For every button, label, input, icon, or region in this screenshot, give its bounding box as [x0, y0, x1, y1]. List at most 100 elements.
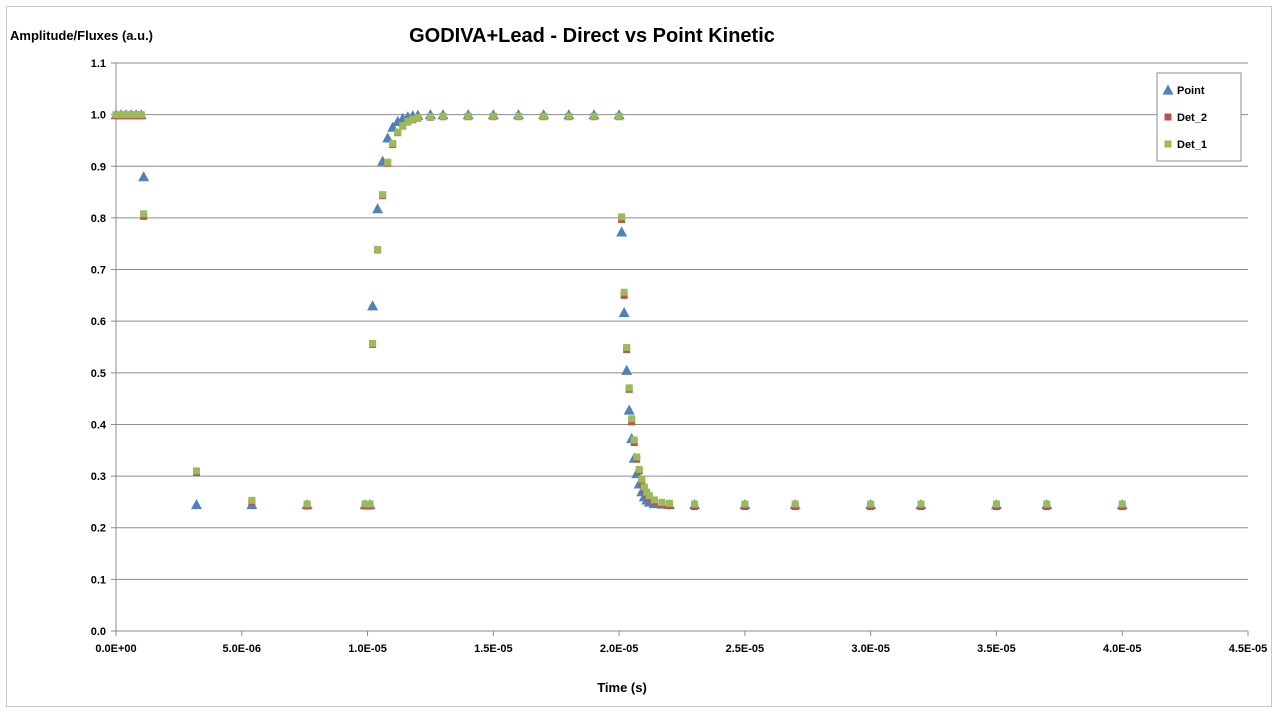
data-point: [658, 498, 666, 506]
y-tick-label: 0.5: [91, 368, 106, 380]
data-point: [132, 111, 140, 119]
data-point: [623, 344, 631, 352]
data-point: [741, 500, 749, 508]
x-tick-label: 4.5E-05: [1229, 643, 1268, 655]
data-point: [623, 404, 635, 415]
data-point: [409, 115, 417, 123]
data-point: [122, 111, 130, 119]
data-point: [867, 500, 875, 508]
x-tick-label: 5.0E-06: [223, 643, 262, 655]
x-tick-label: 3.0E-05: [851, 643, 890, 655]
data-point: [917, 500, 925, 508]
data-point: [643, 488, 651, 496]
data-point: [621, 364, 633, 375]
x-tick-label: 2.0E-05: [600, 643, 639, 655]
data-point: [464, 112, 472, 120]
data-point: [414, 114, 422, 122]
data-point: [645, 492, 653, 500]
y-tick-label: 0.0: [91, 626, 106, 638]
legend-marker: [1164, 113, 1172, 121]
data-point: [384, 158, 392, 166]
data-point: [1043, 500, 1051, 508]
data-point: [361, 500, 369, 508]
data-point: [791, 500, 799, 508]
x-tick-label: 1.0E-05: [348, 643, 387, 655]
data-point: [379, 191, 387, 199]
legend-label: Point: [1177, 85, 1205, 97]
gridlines: [116, 62, 1248, 580]
data-point: [691, 500, 699, 508]
legend-marker: [1162, 84, 1174, 95]
x-tick-label: 2.5E-05: [726, 643, 765, 655]
data-point: [369, 339, 377, 347]
chart-title: GODIVA+Lead - Direct vs Point Kinetic: [409, 25, 775, 47]
data-point: [389, 140, 397, 148]
data-point: [489, 112, 497, 120]
data-point: [638, 475, 646, 483]
data-point: [565, 112, 573, 120]
chart-frame: [6, 6, 1272, 707]
legend-label: Det_1: [1177, 139, 1207, 151]
y-tick-label: 0.9: [91, 161, 106, 173]
x-tick-label: 1.5E-05: [474, 643, 513, 655]
data-point: [426, 113, 434, 121]
data-point: [367, 300, 379, 311]
data-point: [127, 111, 135, 119]
data-point: [137, 111, 145, 119]
data-point: [366, 500, 374, 508]
data-point: [630, 436, 638, 444]
y-tick-label: 0.2: [91, 523, 106, 535]
y-tick-label: 0.7: [91, 265, 106, 277]
data-point: [590, 112, 598, 120]
y-tick-label: 0.6: [91, 316, 106, 328]
legend-marker: [1164, 140, 1172, 148]
series-det-2: [112, 112, 1126, 511]
x-axis-title: Time (s): [597, 680, 647, 695]
y-tick-label: 0.8: [91, 213, 106, 225]
data-point: [992, 500, 1000, 508]
data-point: [665, 499, 673, 507]
data-point: [372, 203, 384, 214]
y-tick-label: 1.1: [91, 58, 106, 70]
data-point: [618, 306, 630, 318]
axes: 0.0 0.1 0.2 0.3 0.4 0.5 0.6 0.7 0.8 0.9 1.0 1.1 0.0E…: [91, 58, 1268, 655]
y-tick-label: 0.4: [91, 419, 107, 431]
data-point: [620, 288, 628, 296]
x-tick-label: 0.0E+00: [95, 643, 136, 655]
x-tick-label: 3.5E-05: [977, 643, 1016, 655]
data-point: [394, 128, 402, 136]
data-point: [399, 121, 407, 129]
legend-label: Det_2: [1177, 112, 1207, 124]
data-point: [625, 384, 633, 392]
data-point: [248, 496, 256, 504]
data-point: [650, 496, 658, 504]
y-axis-title: Amplitude/Fluxes (a.u.): [10, 28, 153, 43]
y-tick-label: 0.1: [91, 574, 106, 586]
data-point: [640, 483, 648, 491]
data-point: [374, 245, 382, 253]
data-point: [138, 171, 150, 182]
data-point: [540, 112, 548, 120]
data-point: [303, 500, 311, 508]
legend: Point Det_2 Det_1: [1156, 72, 1242, 162]
data-point: [514, 112, 522, 120]
data-point: [192, 467, 200, 475]
y-tick-label: 0.3: [91, 471, 106, 483]
data-point: [112, 111, 120, 119]
data-point: [404, 117, 412, 125]
data-point: [117, 111, 125, 119]
data-point: [140, 210, 148, 218]
series-det-1: [112, 111, 1126, 508]
data-point: [615, 112, 623, 120]
series-markers: [110, 109, 1128, 511]
data-point: [633, 453, 641, 461]
data-point: [618, 213, 626, 221]
data-point: [190, 498, 202, 510]
data-point: [382, 132, 394, 143]
data-point: [635, 465, 643, 473]
data-point: [628, 415, 636, 423]
series-point: [110, 109, 1128, 510]
x-tick-label: 4.0E-05: [1103, 643, 1142, 655]
data-point: [439, 112, 447, 120]
